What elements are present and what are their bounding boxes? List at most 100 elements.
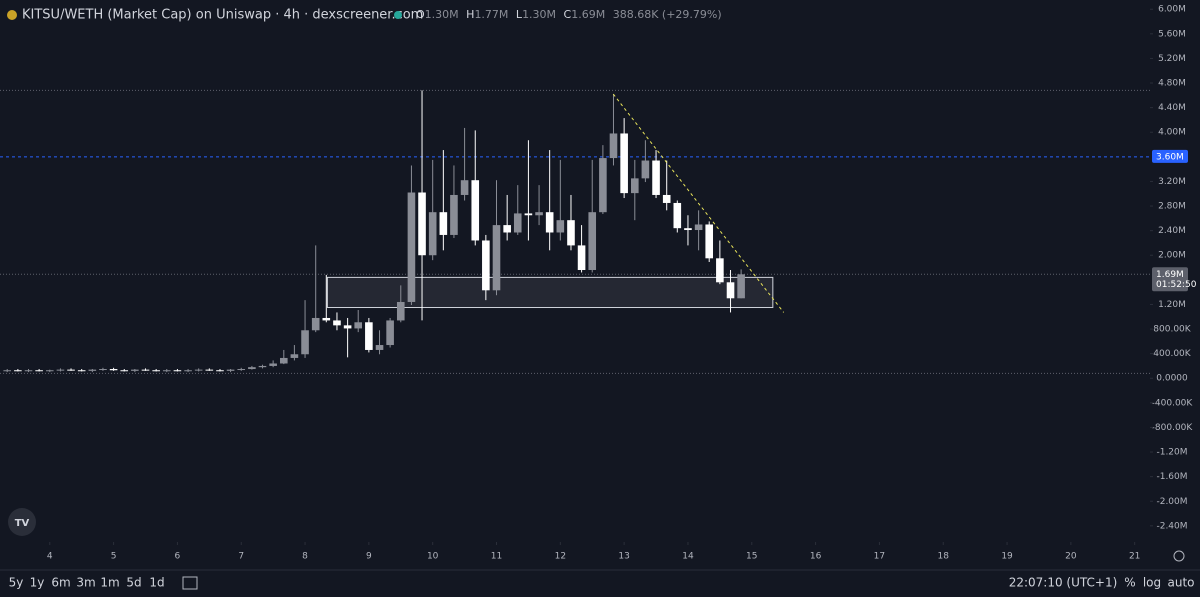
candle-body [630, 178, 639, 194]
candle-body [439, 212, 448, 235]
range-button[interactable]: 1m [100, 576, 119, 590]
clock: 22:07:10 (UTC+1) [1009, 576, 1118, 590]
candle-body [726, 282, 735, 299]
y-tick-label: 5.60M [1158, 29, 1186, 39]
y-tick-label: -1.60M [1156, 472, 1187, 482]
candle-body [14, 370, 22, 372]
price-label-box [1152, 267, 1188, 292]
candle-body [279, 357, 288, 364]
range-button[interactable]: 1d [149, 576, 164, 590]
candle-body [396, 301, 405, 321]
candle-body [652, 160, 660, 195]
candle-body [56, 369, 65, 371]
candle-body [162, 370, 171, 372]
o-key: O [416, 8, 425, 21]
y-tick-label: 4.40M [1158, 103, 1186, 113]
y-tick-label: -400.00K [1152, 398, 1194, 408]
x-tick-label: 9 [366, 552, 372, 562]
candle-body [641, 160, 650, 179]
y-tick-label: 400.00K [1153, 349, 1191, 359]
c-key: C [564, 8, 572, 21]
candle-body [290, 354, 299, 358]
candle-body [620, 133, 628, 194]
x-tick-label: 12 [555, 552, 566, 562]
trendline [612, 93, 785, 313]
countdown: 01:52:50 [1156, 280, 1197, 290]
candle-body [258, 365, 267, 368]
auto-toggle[interactable]: auto [1167, 576, 1194, 590]
candle-body [248, 367, 256, 370]
range-button[interactable]: 6m [51, 576, 70, 590]
tv-logo-text: TV [15, 518, 30, 529]
x-tick-label: 15 [746, 552, 757, 562]
y-tick-label: 4.00M [1158, 128, 1186, 138]
x-tick-label: 18 [938, 552, 950, 562]
candle-body [684, 228, 692, 231]
candle-body [109, 369, 118, 371]
x-tick-label: 7 [238, 552, 244, 562]
x-tick-label: 21 [1129, 552, 1140, 562]
x-tick-label: 10 [427, 552, 439, 562]
x-tick-label: 19 [1001, 552, 1013, 562]
candle-body [237, 369, 246, 371]
o-value: 1.30M [425, 8, 459, 21]
candle-body [269, 363, 277, 366]
x-tick-label: 6 [175, 552, 181, 562]
range-button[interactable]: 5y [9, 576, 24, 590]
candle-body [24, 370, 33, 372]
candle-body [492, 225, 501, 291]
y-tick-label: 1.20M [1158, 300, 1186, 310]
candle-body [450, 194, 458, 235]
y-tick-label: 4.80M [1158, 79, 1186, 89]
candle-body [301, 330, 309, 355]
y-tick-label: 3.20M [1158, 177, 1186, 187]
candle-body [503, 225, 511, 233]
candle-body [184, 370, 192, 372]
price-label: 1.69M [1156, 270, 1184, 280]
l-value: 1.30M [522, 8, 556, 21]
candle-body [226, 369, 235, 371]
candle-body [375, 345, 384, 350]
settings-icon[interactable] [1173, 550, 1185, 562]
range-button[interactable]: 3m [76, 576, 95, 590]
range-button[interactable]: 1y [30, 576, 45, 590]
x-tick-label: 14 [682, 552, 694, 562]
y-tick-label: 0.0000 [1156, 374, 1188, 384]
y-tick-label: 5.20M [1158, 54, 1186, 64]
x-tick-label: 8 [302, 552, 308, 562]
log-toggle[interactable]: log [1143, 576, 1161, 590]
price-label: 3.60M [1156, 152, 1184, 162]
candle-body [482, 240, 490, 291]
candle-body [599, 158, 607, 213]
x-tick-label: 20 [1065, 552, 1077, 562]
y-tick-label: 2.80M [1158, 202, 1186, 212]
candle-body [471, 180, 480, 241]
y-tick-label: -800.00K [1152, 423, 1194, 433]
candle-body [45, 370, 54, 372]
candle-body [588, 212, 597, 270]
tv-logo [8, 508, 36, 536]
candle-body [556, 220, 565, 233]
chart-title: KITSU/WETH (Market Cap) on Uniswap · 4h … [22, 8, 423, 23]
x-tick-label: 17 [874, 552, 885, 562]
candle-body [322, 317, 331, 321]
percent-toggle[interactable]: % [1124, 576, 1135, 590]
candle-body [152, 370, 160, 372]
candle-body [407, 192, 416, 302]
candle-body [3, 370, 12, 372]
candle-body [428, 212, 437, 256]
candle-body [460, 180, 469, 195]
candle-body [67, 369, 75, 371]
candle-body [567, 220, 575, 246]
ohlc-legend: O1.30M H1.77M L1.30M C1.69M 388.68K (+29… [416, 8, 722, 21]
candle-body [737, 274, 745, 299]
candle-body [705, 224, 714, 259]
y-tick-label: -1.20M [1156, 448, 1187, 458]
token-icon [7, 10, 17, 20]
range-button[interactable]: 5d [126, 576, 141, 590]
y-tick-label: -2.00M [1156, 497, 1187, 507]
candle-body [354, 322, 363, 329]
candle-body [418, 192, 426, 256]
date-range-icon[interactable] [182, 576, 198, 590]
